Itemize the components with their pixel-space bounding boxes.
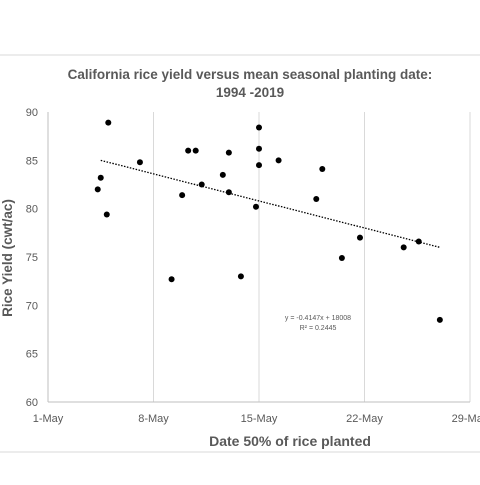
data-point xyxy=(256,145,262,152)
trendline-r-squared: R² = 0.2445 xyxy=(300,325,337,332)
data-point xyxy=(275,157,282,164)
data-point xyxy=(225,189,232,196)
grid-lines xyxy=(47,112,471,403)
x-tick-label: 15-May xyxy=(241,413,278,425)
data-point xyxy=(252,203,259,210)
chart-title-line-1: California rice yield versus mean season… xyxy=(68,67,433,82)
data-point xyxy=(436,316,443,323)
trendline xyxy=(100,159,441,248)
y-tick-label: 90 xyxy=(26,107,38,119)
y-tick-label: 60 xyxy=(26,397,38,409)
x-tick-label: 29-May xyxy=(452,413,480,425)
x-tick-labels: 1-May 8-May 15-May 22-May 29-May xyxy=(33,413,480,425)
data-point xyxy=(97,174,104,181)
data-point xyxy=(185,147,192,154)
y-tick-label: 70 xyxy=(26,300,38,312)
data-point xyxy=(192,147,199,154)
trendline-equation: y = -0.4147x + 18008 xyxy=(285,315,351,322)
data-point xyxy=(103,211,110,218)
x-tick-label: 8-May xyxy=(138,413,169,425)
y-tick-label: 65 xyxy=(26,349,38,361)
data-point xyxy=(313,196,320,202)
x-tick-label: 1-May xyxy=(33,413,64,425)
data-point xyxy=(319,166,326,173)
data-point xyxy=(219,171,226,178)
data-point xyxy=(256,124,262,131)
y-tick-labels: 60 65 70 75 80 85 90 xyxy=(26,107,38,409)
data-point xyxy=(168,276,175,283)
data-point xyxy=(136,159,143,166)
data-point xyxy=(400,244,407,251)
y-axis-label: Rice Yield (cwt/ac) xyxy=(0,199,15,317)
chart-title-line-2: 1994 -2019 xyxy=(216,85,284,100)
data-point xyxy=(237,273,244,280)
data-point xyxy=(225,149,232,156)
x-axis-label: Date 50% of rice planted xyxy=(209,433,371,449)
y-tick-label: 80 xyxy=(26,204,38,216)
data-points xyxy=(94,119,443,323)
y-tick-label: 75 xyxy=(26,252,38,264)
data-point xyxy=(198,181,205,188)
data-point xyxy=(179,192,186,199)
data-point xyxy=(415,238,422,245)
trendline-group xyxy=(100,159,441,248)
data-point xyxy=(338,254,345,261)
data-point xyxy=(356,234,363,241)
data-point xyxy=(94,186,101,193)
data-point xyxy=(105,119,112,126)
data-point xyxy=(256,162,262,169)
x-tick-label: 22-May xyxy=(346,413,383,425)
y-tick-label: 85 xyxy=(26,155,38,167)
